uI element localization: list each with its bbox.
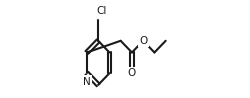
Text: O: O <box>139 36 147 46</box>
Text: O: O <box>128 68 136 78</box>
Text: Cl: Cl <box>96 6 107 16</box>
Text: N: N <box>83 77 91 87</box>
